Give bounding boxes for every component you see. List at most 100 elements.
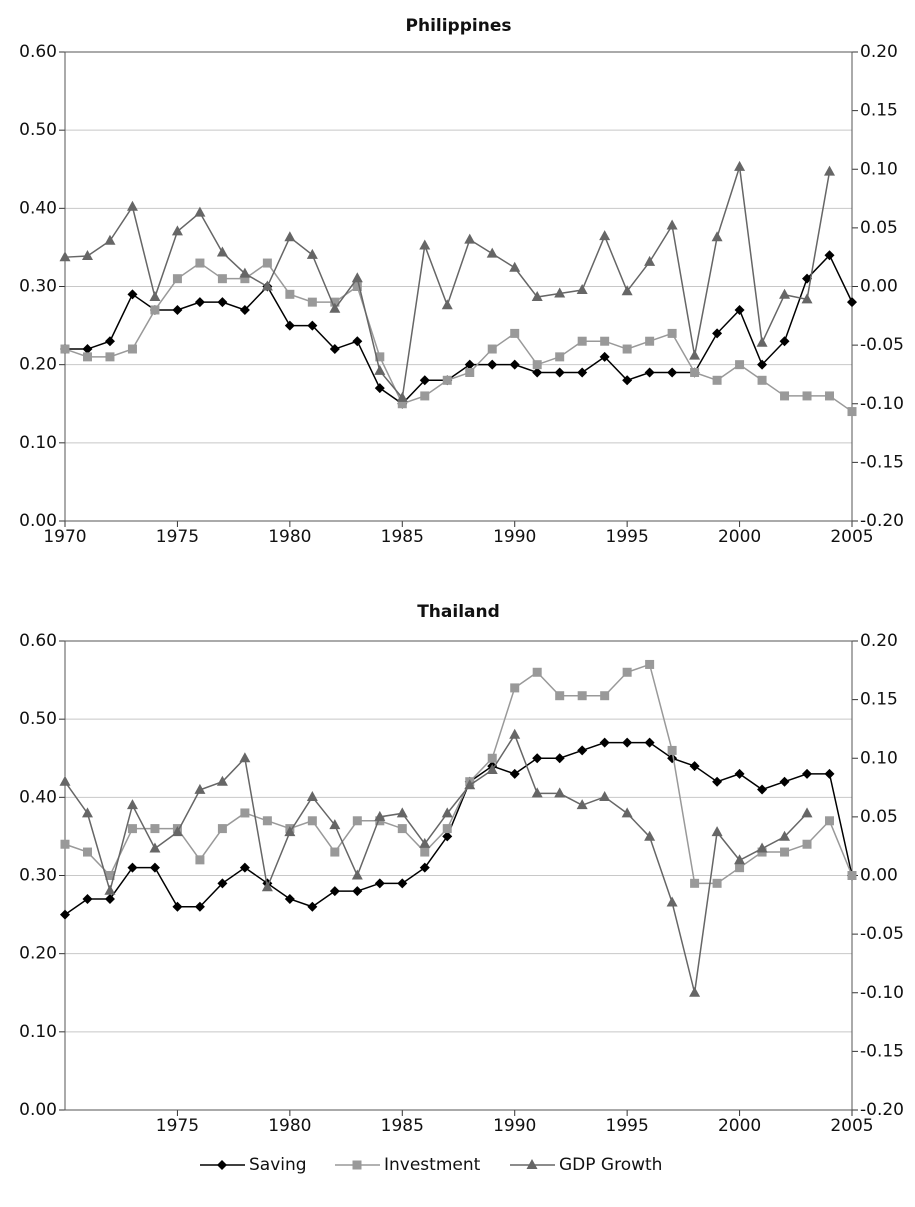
marker: [801, 293, 813, 304]
marker: [734, 854, 746, 865]
marker: [666, 896, 678, 907]
marker: [420, 391, 430, 401]
marker: [644, 737, 655, 748]
marker: [104, 884, 116, 895]
marker: [465, 367, 475, 377]
chart-title: Thailand: [417, 602, 500, 622]
marker: [712, 776, 723, 787]
marker: [779, 776, 790, 787]
marker: [307, 901, 318, 912]
marker: [262, 258, 272, 268]
marker: [509, 728, 521, 739]
marker: [577, 691, 587, 701]
x-tick-label: 1980: [268, 527, 311, 547]
marker: [127, 862, 138, 873]
marker: [195, 258, 205, 268]
marker: [847, 871, 857, 880]
marker: [689, 986, 701, 997]
marker: [510, 683, 520, 693]
y-tick-label: 0.00: [19, 511, 57, 531]
marker: [172, 304, 183, 315]
marker: [397, 824, 407, 834]
y2-tick-label: 0.10: [860, 748, 898, 768]
marker: [441, 807, 453, 818]
marker: [622, 737, 633, 748]
marker: [554, 367, 565, 378]
marker: [756, 336, 768, 347]
y-tick-label: 0.30: [19, 277, 57, 297]
marker: [285, 289, 295, 299]
marker: [82, 352, 92, 362]
marker: [261, 280, 273, 291]
marker: [149, 842, 161, 853]
marker: [644, 367, 655, 378]
marker: [711, 826, 723, 837]
x-tick-label: 1990: [493, 527, 536, 547]
marker: [621, 285, 633, 296]
marker: [419, 375, 430, 386]
marker: [712, 878, 722, 888]
marker: [329, 344, 340, 355]
marker: [824, 768, 835, 779]
marker: [802, 839, 812, 849]
series-line: [64, 741, 853, 916]
marker: [509, 261, 521, 272]
series-line: [64, 733, 808, 993]
x-tick-label: 1975: [156, 527, 199, 547]
marker: [734, 768, 745, 779]
series-line: [64, 262, 853, 413]
marker: [149, 862, 160, 873]
marker: [127, 344, 137, 354]
marker: [284, 893, 295, 904]
marker: [509, 359, 520, 370]
marker: [239, 267, 251, 278]
marker: [374, 810, 386, 821]
marker: [464, 779, 476, 790]
y2-tick-label: -0.15: [860, 1041, 904, 1061]
y2-tick-label: 0.20: [860, 42, 898, 62]
marker: [734, 304, 745, 315]
marker: [330, 847, 340, 857]
marker: [82, 344, 93, 355]
marker: [690, 878, 700, 888]
marker: [532, 367, 543, 378]
marker: [486, 763, 498, 774]
marker: [487, 344, 497, 354]
y2-tick-label: 0.05: [860, 807, 898, 827]
x-tick-label: 1975: [156, 1116, 199, 1136]
marker: [194, 206, 206, 217]
marker: [531, 787, 543, 798]
marker: [217, 297, 228, 308]
marker: [555, 352, 565, 362]
y2-tick-label: 0.15: [860, 690, 898, 710]
marker: [150, 824, 160, 834]
marker: [307, 297, 317, 307]
marker: [712, 375, 722, 385]
marker: [600, 691, 610, 701]
marker: [216, 246, 228, 257]
marker: [666, 219, 678, 230]
legend-label: GDP Growth: [559, 1155, 662, 1175]
marker: [599, 737, 610, 748]
marker: [802, 391, 812, 401]
marker: [171, 225, 183, 236]
marker: [690, 367, 700, 377]
marker: [622, 375, 633, 386]
marker: [306, 248, 318, 259]
marker: [780, 391, 790, 401]
marker: [526, 1159, 538, 1169]
marker: [81, 807, 93, 818]
marker: [442, 375, 452, 385]
marker: [622, 667, 632, 677]
x-tick-label: 1970: [43, 527, 86, 547]
marker: [554, 287, 566, 298]
marker: [779, 288, 791, 299]
marker: [374, 364, 386, 375]
marker: [824, 165, 836, 176]
marker: [825, 816, 835, 826]
marker: [734, 160, 746, 171]
marker: [194, 297, 205, 308]
marker: [847, 407, 857, 417]
x-tick-label: 1985: [381, 527, 424, 547]
marker: [599, 230, 611, 241]
